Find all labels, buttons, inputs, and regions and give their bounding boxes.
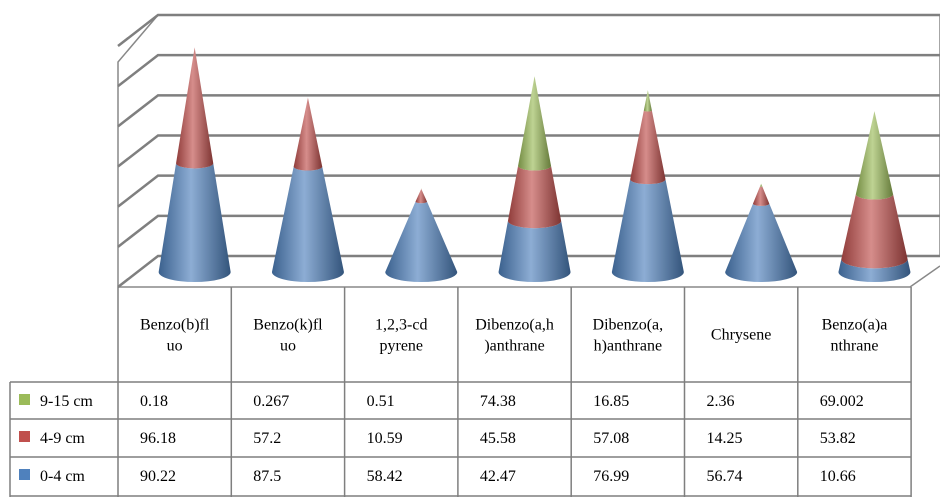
- gridline: [117, 134, 940, 168]
- data-value-cell: 10.59: [367, 430, 403, 447]
- data-value-cell: 53.82: [820, 430, 856, 447]
- data-value-cell: 96.18: [140, 430, 176, 447]
- cone-segment-0-4-cm: [271, 166, 344, 282]
- data-value-cell: 45.58: [480, 430, 516, 447]
- category-label: 1,2,3-cd: [375, 317, 427, 334]
- cone-segment-9-15-cm: [759, 183, 763, 187]
- cone-3: [498, 76, 571, 282]
- category-label: nthrane: [830, 338, 878, 355]
- category-label: Dibenzo(a,h: [475, 317, 554, 334]
- data-value-cell: 42.47: [480, 468, 516, 485]
- gridline: [117, 94, 940, 128]
- category-label: uo: [167, 338, 183, 355]
- category-label: uo: [280, 338, 296, 355]
- cone-6: [838, 111, 911, 282]
- gridline: [117, 53, 940, 88]
- data-value-cell: 56.74: [707, 468, 743, 485]
- category-label: Benzo(a)a: [822, 317, 888, 334]
- data-value-cell: 14.25: [707, 430, 743, 447]
- cone-2: [385, 188, 458, 282]
- cone-segment-4-9-cm: [176, 47, 214, 169]
- cone-segment-4-9-cm: [841, 194, 908, 269]
- category-label: )anthrane: [484, 338, 544, 355]
- cone-segment-9-15-cm: [855, 111, 894, 200]
- cone-segment-0-4-cm: [838, 259, 911, 282]
- cone-segment-9-15-cm: [420, 188, 422, 189]
- data-value-cell: 16.85: [593, 393, 629, 410]
- data-table: Benzo(b)fl uo Benzo(k)fl uo 1,2,3-cd pyrene Di…: [9, 287, 912, 497]
- data-value-cell: 57.2: [253, 430, 281, 447]
- data-value-cell: 0.51: [367, 393, 395, 410]
- category-label: Chrysene: [711, 327, 771, 344]
- cone-segment-0-4-cm: [611, 179, 684, 282]
- cone-segment-4-9-cm: [507, 165, 562, 229]
- data-value-cell: 0.18: [140, 393, 168, 410]
- data-value-cell: 0.267: [253, 393, 289, 410]
- cone-5: [725, 183, 798, 282]
- cone-segment-4-9-cm: [293, 97, 323, 171]
- data-value-cell: 58.42: [367, 468, 403, 485]
- data-value-cell: 57.08: [593, 430, 629, 447]
- cone-segment-0-4-cm: [725, 203, 798, 282]
- data-value-cell: 2.36: [707, 393, 735, 410]
- category-label: h)anthrane: [594, 338, 662, 355]
- cone-segment-4-9-cm: [630, 110, 666, 185]
- cone-segment-0-4-cm: [158, 163, 231, 282]
- data-value-cell: 69.002: [820, 393, 864, 410]
- category-label: Benzo(b)fl: [140, 317, 210, 334]
- category-label: Dibenzo(a,: [593, 317, 664, 334]
- legend-label: 9-15 cm: [40, 393, 93, 410]
- data-value-cell: 74.38: [480, 393, 516, 410]
- legend-key-9-15-cm: [19, 394, 30, 405]
- floor-front-edge: [118, 265, 940, 288]
- category-label: pyrene: [379, 338, 423, 355]
- gridline: [117, 214, 940, 248]
- legend-label: 4-9 cm: [40, 430, 85, 447]
- data-value-cell: 10.66: [820, 468, 856, 485]
- legend-label: 0-4 cm: [40, 468, 85, 485]
- cones: [158, 47, 911, 282]
- data-value-cell: 87.5: [253, 468, 281, 485]
- legend-key-0-4-cm: [19, 469, 30, 480]
- cone-segment-4-9-cm: [752, 186, 770, 206]
- category-label: Benzo(k)fl: [253, 317, 323, 334]
- data-value-cell: 90.22: [140, 468, 176, 485]
- cone-segment-9-15-cm: [518, 76, 552, 171]
- gridline: [117, 13, 940, 47]
- cone-1: [271, 97, 344, 282]
- cone-segment-4-9-cm: [415, 188, 427, 204]
- cone-segment-0-4-cm: [385, 201, 458, 282]
- legend-key-4-9-cm: [19, 431, 30, 442]
- cone-0: [158, 47, 231, 282]
- cone-4: [611, 90, 684, 282]
- cone-segment-0-4-cm: [498, 220, 571, 282]
- cone-segment-9-15-cm: [643, 90, 652, 112]
- data-value-cell: 76.99: [593, 468, 629, 485]
- gridline: [117, 174, 940, 208]
- gridlines: [117, 13, 940, 288]
